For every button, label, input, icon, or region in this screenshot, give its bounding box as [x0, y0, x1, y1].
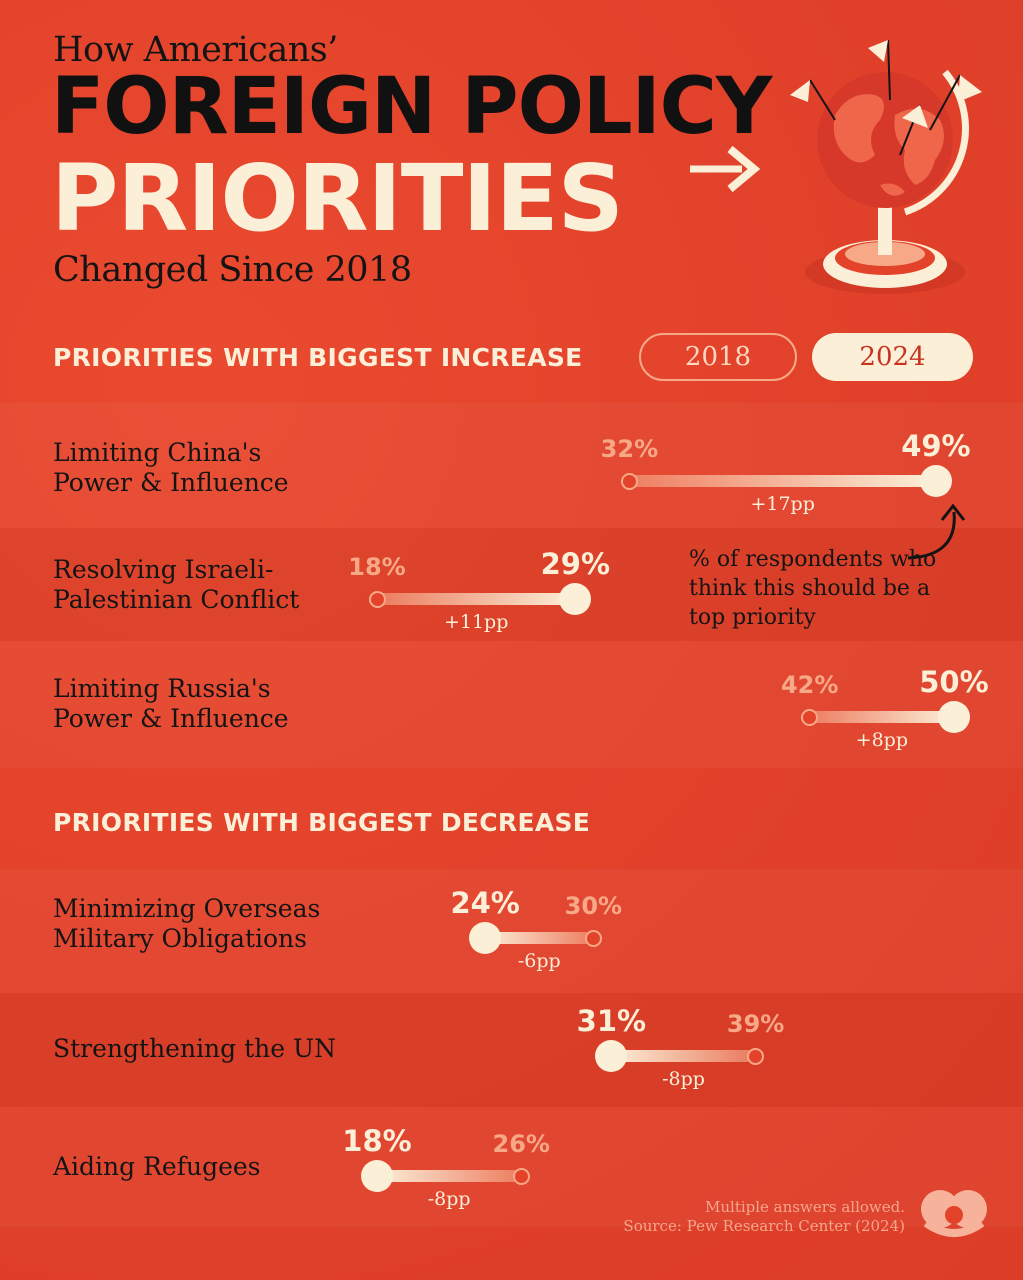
increase-section-title: PRIORITIES WITH BIGGEST INCREASE	[53, 343, 583, 372]
footer-note: Multiple answers allowed.	[705, 1198, 905, 1216]
dumbbell-bar	[485, 932, 594, 944]
value-label-2018: 26%	[492, 1130, 550, 1158]
title-line-3: PRIORITIES	[51, 145, 624, 252]
annotation-text: % of respondents who think this should b…	[689, 547, 937, 630]
delta-label: -6pp	[517, 950, 561, 972]
dumbbell-bar	[809, 711, 954, 723]
delta-label: +17pp	[750, 493, 815, 515]
value-label-2018: 18%	[348, 553, 406, 581]
row-label: Strengthening the UN	[53, 1034, 336, 1063]
row-label: Minimizing Overseas Military Obligations	[53, 894, 321, 953]
dot-2024	[559, 583, 592, 615]
value-label-2024: 18%	[342, 1124, 412, 1158]
delta-label: +11pp	[443, 611, 509, 633]
title-line-1: How Americans’	[53, 30, 338, 70]
dot-2024	[469, 922, 502, 954]
dot-2018	[584, 929, 602, 947]
dot-2024	[361, 1160, 393, 1192]
value-label-2018: 42%	[780, 671, 839, 699]
annotation-arrow-icon	[907, 503, 966, 560]
dot-2018	[512, 1167, 530, 1185]
dumbbell-bar	[377, 1170, 522, 1182]
dumbbell-bar	[611, 1050, 756, 1062]
legend-2018: 2018	[639, 333, 797, 381]
title-line-2: FOREIGN POLICY	[51, 62, 772, 152]
dot-2018	[620, 472, 638, 490]
legend-2024: 2024	[812, 333, 973, 381]
globe-icon	[790, 39, 982, 294]
row-label: Resolving Israeli- Palestinian Conflict	[53, 555, 300, 614]
row-label: Limiting China's Power & Influence	[53, 438, 289, 497]
dumbbell-bar	[629, 475, 936, 487]
value-label-2024: 50%	[919, 665, 989, 699]
value-label-2018: 30%	[564, 892, 623, 920]
dumbbell-bar	[377, 593, 576, 605]
title-line-4: Changed Since 2018	[53, 250, 412, 290]
title-arrow-icon	[690, 145, 761, 193]
dot-2018	[368, 590, 386, 608]
footer-source: Source: Pew Research Center (2024)	[623, 1217, 905, 1235]
dot-2018	[801, 708, 819, 726]
delta-label: -8pp	[662, 1068, 705, 1090]
dot-2018	[747, 1047, 765, 1065]
dot-2024	[919, 465, 952, 497]
delta-label: -8pp	[427, 1188, 471, 1210]
brand-logo-icon	[921, 1190, 987, 1237]
row-label: Aiding Refugees	[53, 1152, 261, 1181]
dot-2024	[937, 701, 970, 733]
value-label-2018: 32%	[600, 435, 659, 463]
row-label: Limiting Russia's Power & Influence	[53, 674, 289, 733]
value-label-2024: 31%	[576, 1004, 647, 1038]
value-label-2024: 29%	[540, 547, 611, 581]
decrease-section-title: PRIORITIES WITH BIGGEST DECREASE	[53, 808, 591, 837]
value-label-2024: 24%	[450, 886, 520, 920]
value-label-2024: 49%	[901, 429, 971, 463]
value-label-2018: 39%	[726, 1010, 785, 1038]
dot-2024	[595, 1040, 628, 1072]
delta-label: +8pp	[855, 729, 908, 751]
